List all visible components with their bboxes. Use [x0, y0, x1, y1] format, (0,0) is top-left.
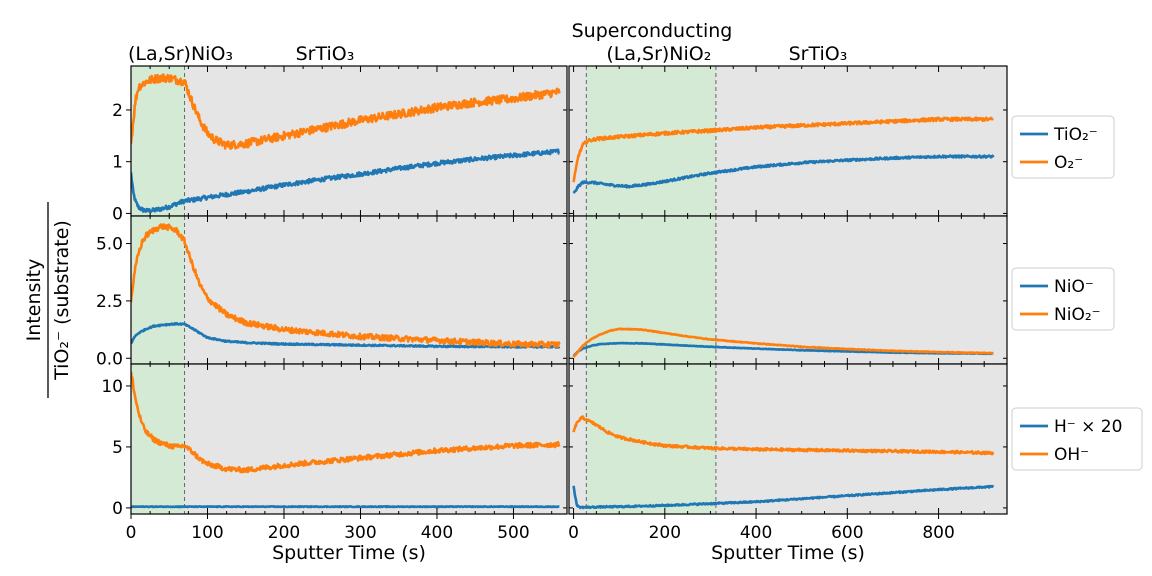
series-line-orange [131, 73, 561, 150]
panel-background [131, 364, 567, 514]
series-line-blue [572, 484, 995, 510]
panel-background [131, 66, 567, 216]
series-group [131, 223, 561, 349]
series-group [572, 327, 994, 358]
x-axis-label: Sputter Time (s) [711, 542, 865, 564]
series-line-orange [572, 327, 994, 358]
legend-label: OH⁻ [1054, 445, 1089, 465]
film-region-shade [586, 66, 716, 216]
region-label-superconducting: Superconducting [572, 20, 733, 42]
series-line-orange [572, 116, 994, 183]
x-tick-label: 600 [831, 523, 863, 543]
x-tick-label: 400 [740, 523, 772, 543]
x-tick-label: 200 [268, 523, 300, 543]
y-axis-label-numerator: Intensity [23, 259, 45, 342]
series-line-orange [572, 415, 995, 456]
panel-TiO2-O2-right: (La,Sr)NiO₂ SrTiO₃ Superconducting [568, 20, 1008, 217]
series-line-blue [572, 154, 995, 194]
legend-NiO-NiO2: NiO⁻ NiO₂⁻ [1011, 267, 1115, 331]
y-tick-label: 2.5 [96, 292, 123, 312]
series-line-orange [131, 223, 561, 349]
x-tick-label: 500 [497, 523, 529, 543]
region-label-substrate: SrTiO₃ [296, 43, 355, 65]
legend-label: TiO₂⁻ [1053, 125, 1098, 145]
legend-label: H⁻ × 20 [1054, 417, 1122, 437]
x-tick-label: 300 [344, 523, 376, 543]
y-tick-label: 2 [112, 101, 123, 121]
y-tick-label: 5 [112, 438, 123, 458]
y-tick-label: 0 [112, 499, 123, 519]
region-label-film: (La,Sr)NiO₂ [606, 43, 711, 65]
panel-TiO2-O2-left: 0 1 2 (La,Sr)NiO₃ SrTiO₃ [112, 43, 568, 224]
x-tick-label: 100 [191, 523, 223, 543]
panel-NiO-NiO2-left: 0.0 2.5 5.0 [96, 215, 568, 369]
film-region-shade [131, 216, 185, 364]
x-tick-label: 0 [568, 523, 579, 543]
y-tick-label: 0 [112, 204, 123, 224]
panel-frame [568, 363, 1008, 515]
region-label-substrate: SrTiO₃ [789, 43, 848, 65]
x-axis-label: Sputter Time (s) [272, 542, 426, 564]
y-tick-label: 0.0 [96, 349, 123, 369]
y-tick-label: 10 [101, 377, 123, 397]
x-tick-label: 0 [126, 523, 137, 543]
series-group [572, 116, 995, 194]
y-axis-label: Intensity TiO₂⁻ (substrate) [23, 202, 73, 398]
series-line-orange [131, 371, 561, 474]
legend-label: NiO⁻ [1054, 277, 1094, 297]
legend-H-OH: H⁻ × 20 OH⁻ [1011, 407, 1143, 471]
series-line-blue [131, 505, 560, 509]
panel-frame [130, 363, 568, 515]
film-region-shade [586, 216, 716, 364]
legend-TiO2-O2: TiO₂⁻ O₂⁻ [1011, 115, 1115, 179]
panel-H-OH-right: 0 200 400 600 800 Sputter Time (s) [568, 363, 1008, 564]
x-tick-label: 800 [922, 523, 954, 543]
y-axis-label-denominator: TiO₂⁻ (substrate) [51, 220, 73, 381]
film-region-shade [586, 364, 716, 514]
series-line-blue [131, 148, 560, 214]
y-tick-label: 5.0 [96, 235, 123, 255]
x-tick-label: 200 [649, 523, 681, 543]
film-region-shade [131, 66, 185, 216]
y-tick-label: 1 [112, 153, 123, 173]
legend-label: O₂⁻ [1054, 153, 1083, 173]
series-group [131, 73, 561, 214]
x-tick-label: 400 [421, 523, 453, 543]
series-group [131, 371, 561, 509]
panel-NiO-NiO2-right [568, 215, 1008, 365]
legend-label: NiO₂⁻ [1054, 305, 1101, 325]
region-label-film: (La,Sr)NiO₃ [128, 43, 233, 65]
series-line-blue [131, 321, 561, 349]
series-group [572, 415, 995, 510]
